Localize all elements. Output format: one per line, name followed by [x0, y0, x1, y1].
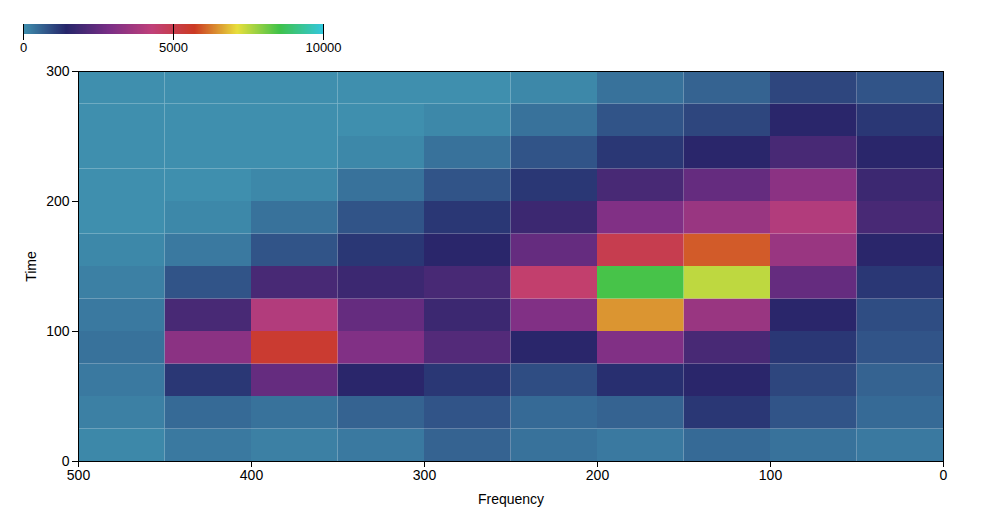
svg-text:0: 0 — [940, 467, 948, 483]
svg-text:500: 500 — [67, 467, 91, 483]
svg-text:Time: Time — [23, 251, 39, 282]
svg-text:300: 300 — [46, 63, 70, 79]
svg-text:100: 100 — [46, 323, 70, 339]
svg-text:0: 0 — [20, 40, 27, 55]
svg-text:200: 200 — [46, 193, 70, 209]
svg-text:100: 100 — [759, 467, 783, 483]
svg-text:300: 300 — [413, 467, 437, 483]
svg-text:0: 0 — [61, 453, 70, 469]
svg-text:200: 200 — [586, 467, 610, 483]
svg-text:Frequency: Frequency — [478, 491, 544, 507]
svg-text:5000: 5000 — [159, 40, 188, 55]
svg-text:10000: 10000 — [305, 40, 341, 55]
svg-text:400: 400 — [240, 467, 264, 483]
